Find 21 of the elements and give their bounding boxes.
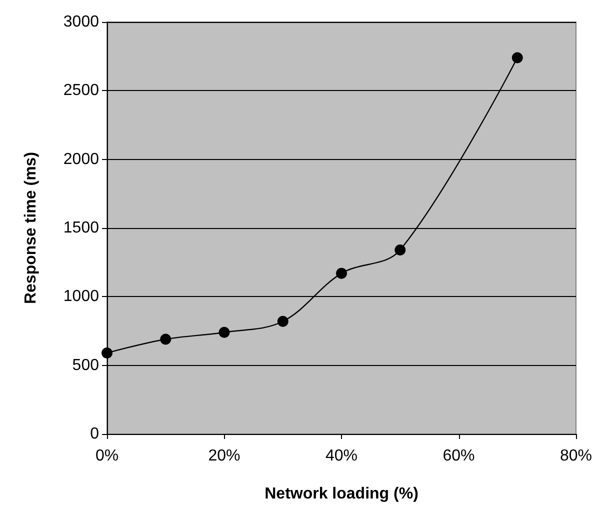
point: [277, 316, 288, 327]
x-tick-label: 20%: [208, 448, 240, 464]
x-tick-label: 60%: [442, 448, 475, 464]
x-tick-label: 40%: [325, 448, 358, 464]
y-tick-label: 2500: [63, 82, 100, 100]
point: [160, 334, 172, 345]
point: [394, 244, 406, 256]
y-tick-label: 1000: [63, 288, 100, 306]
y-tick-label: 2000: [63, 150, 100, 168]
x-tick-label: 0%: [95, 448, 119, 464]
point: [102, 347, 112, 358]
x-axis-title: Network loading (%): [264, 486, 418, 502]
y-tick-label: 0: [90, 426, 100, 442]
y-axis-title: Response time (ms): [22, 152, 40, 304]
y-tick-label: 1500: [63, 220, 100, 236]
x-tick-label: 80%: [560, 448, 592, 464]
point: [218, 326, 230, 338]
y-tick-label: 3000: [63, 14, 100, 30]
y-tick-label: 500: [72, 356, 100, 374]
point: [512, 52, 523, 64]
point: [336, 268, 347, 279]
